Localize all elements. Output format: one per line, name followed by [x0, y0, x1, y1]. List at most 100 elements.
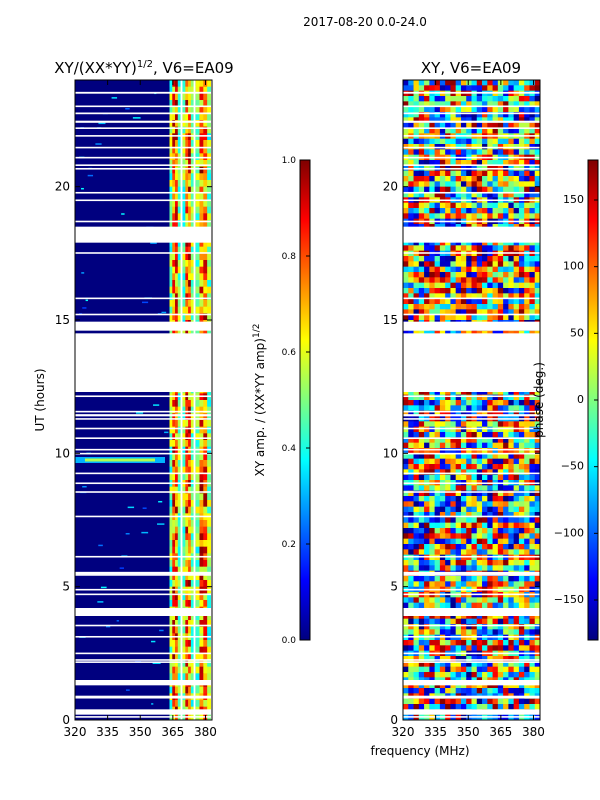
phase-cell	[476, 704, 483, 710]
amplitude-cell	[190, 273, 195, 281]
phase-cell	[413, 453, 420, 460]
amplitude-cell	[203, 246, 208, 254]
phase-cell	[408, 624, 414, 630]
amplitude-colorbar: 0.00.20.40.60.81.0 XY amp. / (XX*YY amp)…	[252, 156, 311, 646]
amplitude-cell	[195, 600, 200, 608]
phase-cell	[424, 528, 430, 534]
phase-cell	[413, 496, 420, 502]
phase-cell	[460, 394, 467, 401]
amplitude-cell	[188, 640, 192, 648]
amplitude-cell	[199, 593, 204, 601]
phase-cell	[408, 400, 414, 406]
amplitude-cell	[172, 660, 176, 668]
amplitude-cell	[207, 420, 212, 428]
amplitude-cell	[199, 413, 204, 421]
amplitude-cell	[203, 620, 208, 628]
amplitude-cell	[185, 533, 189, 541]
phase-cell	[482, 629, 488, 636]
amplitude-cell	[195, 406, 200, 414]
phase-cell	[466, 602, 472, 609]
phase-cell	[529, 490, 536, 497]
phase-cell	[482, 517, 488, 524]
phase-cell	[524, 117, 530, 124]
phase-cell	[513, 517, 520, 524]
phase-cell	[413, 128, 420, 134]
phase-cell	[524, 672, 530, 678]
amplitude-cell	[195, 433, 200, 441]
amplitude-cell	[195, 566, 200, 574]
phase-cell	[408, 656, 414, 662]
phase-flag-line	[403, 191, 540, 194]
phase-cell	[413, 506, 420, 513]
amplitude-cell	[177, 573, 181, 581]
phase-cell	[445, 629, 451, 636]
phase-cell	[518, 85, 525, 92]
phase-cell	[503, 453, 509, 460]
amplitude-cell	[175, 213, 179, 221]
amplitude-cell	[188, 273, 192, 281]
phase-cell	[497, 314, 504, 321]
phase-cell	[460, 618, 467, 625]
phase-cell	[471, 554, 478, 561]
phase-colorbar-tick-label: −150	[554, 593, 584, 606]
phase-cell	[503, 213, 509, 220]
phase-cell	[534, 560, 540, 566]
phase-cell	[450, 293, 457, 300]
phase-cell	[503, 266, 509, 273]
phase-cell	[424, 432, 430, 438]
phase-cell	[429, 288, 436, 294]
phase-cell	[450, 517, 457, 524]
phase-cell	[529, 240, 536, 246]
phase-cell	[413, 266, 420, 273]
amplitude-cell	[185, 200, 189, 208]
phase-cell	[408, 309, 414, 316]
amplitude-cell	[207, 86, 212, 94]
amplitude-flag-line	[75, 652, 212, 655]
phase-cell	[418, 624, 425, 630]
phase-cell	[455, 629, 462, 636]
phase-cell	[413, 261, 420, 268]
phase-cell	[487, 661, 493, 668]
phase-cell	[503, 149, 509, 156]
phase-cell	[492, 437, 499, 444]
amplitude-cell	[199, 133, 204, 141]
phase-cell	[476, 602, 483, 609]
phase-cell	[476, 410, 483, 417]
phase-cell	[455, 688, 462, 694]
phase-cell	[503, 549, 509, 556]
phase-cell	[408, 122, 414, 129]
phase-cell	[466, 581, 472, 588]
phase-cell	[429, 437, 436, 444]
phase-cell	[450, 688, 457, 694]
phase-cell	[529, 261, 536, 268]
amplitude-cell	[177, 660, 181, 668]
phase-cell	[508, 474, 515, 481]
amplitude-cell	[207, 500, 212, 508]
phase-cell	[434, 432, 441, 438]
phase-cell	[413, 117, 420, 124]
phase-cell	[471, 464, 478, 470]
amplitude-cell	[207, 266, 212, 274]
phase-cell	[408, 522, 414, 529]
amplitude-cell	[177, 266, 181, 274]
phase-cell	[497, 640, 504, 646]
phase-cell	[534, 698, 540, 705]
amplitude-cell	[199, 266, 204, 274]
phase-cell	[503, 464, 509, 470]
phase-flag-line	[403, 472, 540, 475]
phase-cell	[424, 149, 430, 156]
phase-cell	[476, 640, 483, 646]
phase-cell	[503, 490, 509, 497]
phase-cell	[408, 506, 414, 513]
phase-cell	[497, 613, 504, 620]
amplitude-cell	[203, 240, 208, 248]
amplitude-speckle	[81, 272, 85, 274]
amplitude-cell	[188, 220, 192, 228]
phase-cell	[492, 389, 499, 396]
phase-cell	[434, 661, 441, 668]
phase-cell	[534, 85, 540, 92]
phase-cell	[518, 394, 525, 401]
phase-cell	[434, 256, 441, 262]
phase-cell	[497, 560, 504, 566]
phase-cell	[424, 688, 430, 694]
